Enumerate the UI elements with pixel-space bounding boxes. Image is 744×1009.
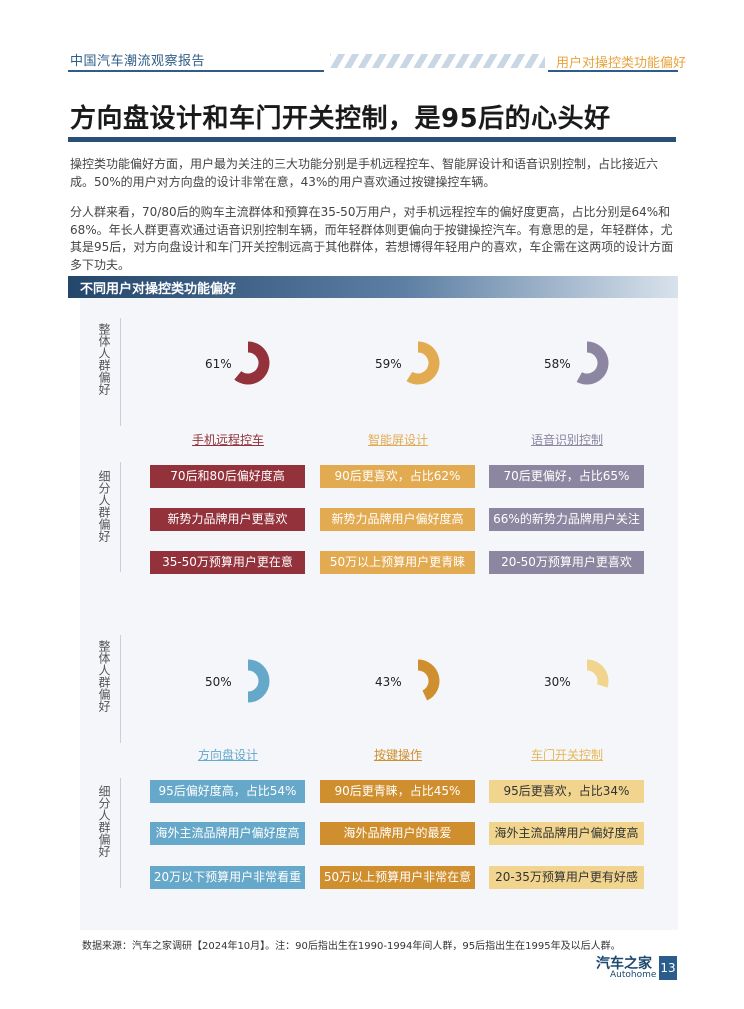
gauge-value: 58% xyxy=(544,357,571,371)
feature-name: 方向盘设计 xyxy=(197,748,258,762)
segment-tag: 海外主流品牌用户偏好度高 xyxy=(150,822,305,845)
page-number: 13 xyxy=(659,956,677,980)
segment-tag: 20-35万预算用户更有好感 xyxy=(489,866,644,889)
feature-name: 语音识别控制 xyxy=(530,433,603,447)
segment-tag: 50万以上预算用户更青睐 xyxy=(320,551,475,574)
segment-tag: 海外品牌用户的最爱 xyxy=(320,822,475,845)
segment-divider-1 xyxy=(120,462,121,572)
section-band: 不同用户对操控类功能偏好 xyxy=(68,276,678,298)
paragraph-1: 操控类功能偏好方面，用户最为关注的三大功能分别是手机远程控车、智能屏设计和语音识… xyxy=(70,157,659,189)
segment-tag: 新势力品牌用户偏好度高 xyxy=(320,508,475,531)
gauge-0-1 xyxy=(406,341,440,385)
segment-tag: 95后更喜欢，占比34% xyxy=(489,780,644,803)
segment-label-1: 细分人群偏好 xyxy=(97,470,111,542)
feature-name: 车门开关控制 xyxy=(530,748,603,762)
segment-tag: 90后更喜欢，占比62% xyxy=(320,465,475,488)
segment-tag: 66%的新势力品牌用户关注 xyxy=(489,508,644,531)
segment-tag: 20万以下预算用户非常看重 xyxy=(150,866,305,889)
segment-tag: 70后更偏好，占比65% xyxy=(489,465,644,488)
header-stripes xyxy=(330,54,545,68)
gauge-arc xyxy=(406,341,440,385)
overall-divider-2 xyxy=(120,635,121,743)
gauge-value: 61% xyxy=(205,357,232,371)
gauge-arc xyxy=(234,341,270,385)
source-note: 数据来源：汽车之家调研【2024年10月】。注：90后指出生在1990-1994… xyxy=(82,941,621,952)
gauge-1-1 xyxy=(417,659,440,701)
segment-tag: 90后更青睐，占比45% xyxy=(320,780,475,803)
segment-tag: 70后和80后偏好度高 xyxy=(150,465,305,488)
header-rule xyxy=(68,70,324,72)
autohome-logo-en: Autohome xyxy=(610,970,657,980)
gauge-arc xyxy=(417,659,440,701)
segment-label-2: 细分人群偏好 xyxy=(97,785,111,857)
overall-label-1: 整体人群偏好 xyxy=(97,323,111,395)
segment-tag: 海外主流品牌用户偏好度高 xyxy=(489,822,644,845)
section-tag-rule xyxy=(548,70,678,72)
gauge-1-2 xyxy=(586,659,609,688)
gauge-0-0 xyxy=(234,341,270,385)
overall-label-2: 整体人群偏好 xyxy=(97,640,111,712)
segment-tag: 95后偏好度高，占比54% xyxy=(150,780,305,803)
report-title: 中国汽车潮流观察报告 xyxy=(70,54,206,69)
gauge-value: 30% xyxy=(544,675,571,689)
segment-tag: 50万以上预算用户非常在意 xyxy=(320,866,475,889)
gauge-value: 50% xyxy=(205,675,232,689)
segment-tag: 20-50万预算用户更喜欢 xyxy=(489,551,644,574)
feature-name: 按键操作 xyxy=(373,748,422,762)
title-rule xyxy=(68,137,676,142)
gauge-1-0 xyxy=(247,659,270,703)
segment-tag: 35-50万预算用户更在意 xyxy=(150,551,305,574)
gauge-arc xyxy=(247,659,270,703)
gauge-arc xyxy=(576,341,609,385)
segment-tag: 新势力品牌用户更喜欢 xyxy=(150,508,305,531)
page-title: 方向盘设计和车门开关控制，是95后的心头好 xyxy=(70,104,611,134)
feature-name: 手机远程控车 xyxy=(191,433,264,447)
segment-divider-2 xyxy=(120,778,121,888)
gauge-value: 59% xyxy=(375,357,402,371)
overall-divider-1 xyxy=(120,318,121,426)
gauge-value: 43% xyxy=(375,675,402,689)
gauge-0-2 xyxy=(576,341,609,385)
paragraph-2: 分人群来看，70/80后的购车主流群体和预算在35-50万用户，对手机远程控车的… xyxy=(70,205,674,272)
section-band-title: 不同用户对操控类功能偏好 xyxy=(80,282,237,297)
gauge-arc xyxy=(586,659,609,688)
autohome-logo-cn: 汽车之家 xyxy=(596,956,652,972)
feature-name: 智能屏设计 xyxy=(367,433,428,447)
section-tag: 用户对操控类功能偏好 xyxy=(556,56,687,71)
